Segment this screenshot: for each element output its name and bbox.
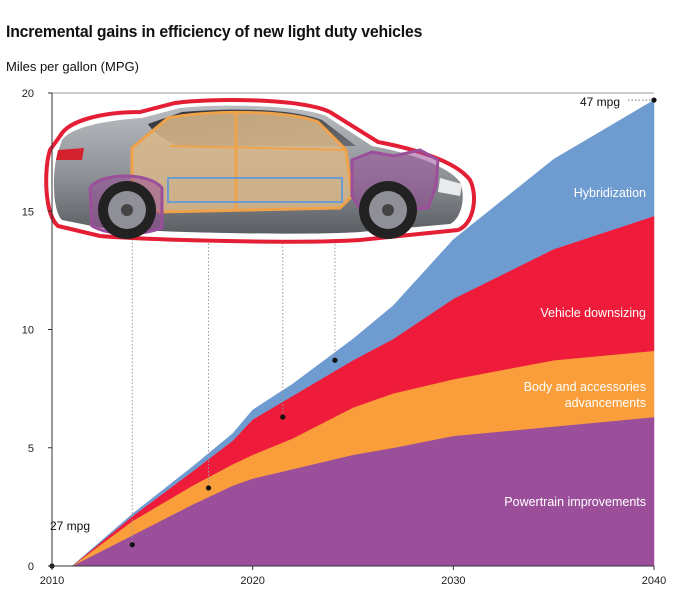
rear-wheel: [98, 181, 156, 239]
chart-title: Incremental gains in efficiency of new l…: [6, 22, 423, 41]
callout-point-1: [129, 542, 135, 548]
car-taillight: [56, 148, 84, 160]
stacked-areas: [52, 99, 655, 567]
y-tick-label: 20: [22, 88, 34, 100]
start-mpg-annotation: 27 mpg: [50, 519, 90, 533]
y-tick-label: 15: [22, 206, 34, 218]
front-wheel: [359, 181, 417, 239]
y-tick-label: 10: [22, 325, 34, 337]
band-label-3: Body and accessories: [524, 380, 646, 394]
y-tick-label: 5: [28, 443, 34, 455]
x-tick-label: 2020: [240, 575, 264, 587]
chart-subtitle: Miles per gallon (MPG): [6, 59, 139, 74]
x-tick-label: 2030: [441, 575, 465, 587]
x-tick-label: 2040: [642, 575, 666, 587]
callout-point-3: [280, 414, 286, 420]
x-tick-label: 2010: [40, 575, 64, 587]
car-beltline: [169, 145, 347, 151]
band-label-1: Hybridization: [574, 186, 646, 200]
axes: 0 5 10 15 20 2010 2020 2030 2040 27 mpg 47 mpg: [22, 88, 666, 587]
callout-point-2: [205, 485, 212, 491]
band-label-2: Vehicle downsizing: [540, 306, 646, 320]
band-labels: Hybridization Vehicle downsizing Body and …: [504, 186, 646, 509]
band-label-5: Powertrain improvements: [504, 495, 646, 509]
band-label-4: advancements: [565, 396, 646, 410]
end-mpg-annotation: 47 mpg: [580, 95, 620, 109]
callout-point-4: [332, 357, 338, 363]
end-point: [651, 97, 657, 103]
car-illustration: [44, 97, 476, 244]
y-tick-label: 0: [28, 561, 34, 573]
callout-points: [49, 97, 657, 569]
area-series-4: [52, 99, 655, 567]
car-frame: [130, 110, 354, 214]
car-headlight: [438, 178, 462, 196]
car-sill: [167, 177, 343, 203]
